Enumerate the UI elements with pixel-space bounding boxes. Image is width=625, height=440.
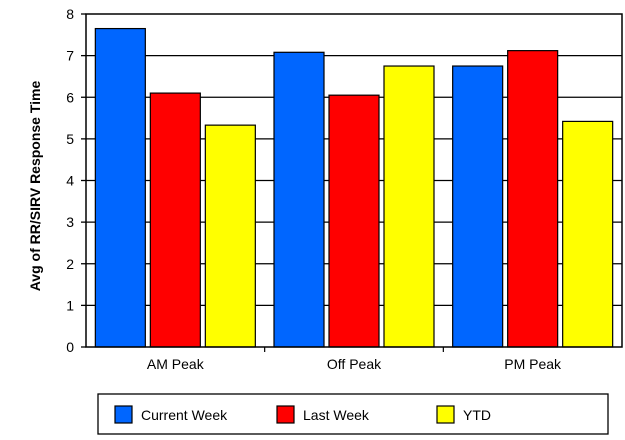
bar-current-week-off-peak — [273, 51, 325, 348]
y-tick-label: 8 — [66, 6, 74, 22]
legend-swatch-last-week — [276, 405, 295, 424]
bar-current-week-pm-peak — [452, 65, 504, 348]
bar-ytd-am-peak — [204, 124, 256, 348]
legend-box — [97, 393, 609, 435]
plot-border — [85, 13, 623, 348]
bar-last-week-pm-peak — [507, 50, 559, 348]
bar-ytd-pm-peak — [562, 120, 614, 348]
legend-label-ytd: YTD — [463, 407, 491, 423]
bar-last-week-off-peak — [328, 94, 380, 348]
legend-label-last-week: Last Week — [303, 407, 370, 423]
x-tick-label: PM Peak — [504, 356, 562, 372]
bar-last-week-am-peak — [149, 92, 201, 348]
legend-swatch-current-week — [114, 405, 133, 424]
legend-label-current-week: Current Week — [141, 407, 228, 423]
y-axis-title: Avg of RR/SIRV Response Time — [27, 81, 43, 292]
y-tick-label: 4 — [66, 173, 74, 189]
bar-current-week-am-peak — [94, 27, 146, 348]
y-tick-label: 5 — [66, 131, 74, 147]
x-tick-label: AM Peak — [147, 356, 205, 372]
y-tick-label: 0 — [66, 339, 74, 355]
y-tick-label: 1 — [66, 297, 74, 313]
y-tick-label: 7 — [66, 48, 74, 64]
legend-swatch-ytd — [436, 405, 455, 424]
y-tick-label: 2 — [66, 256, 74, 272]
y-tick-label: 3 — [66, 214, 74, 230]
bar-ytd-off-peak — [383, 65, 435, 348]
x-tick-label: Off Peak — [327, 356, 382, 372]
y-tick-label: 6 — [66, 89, 74, 105]
